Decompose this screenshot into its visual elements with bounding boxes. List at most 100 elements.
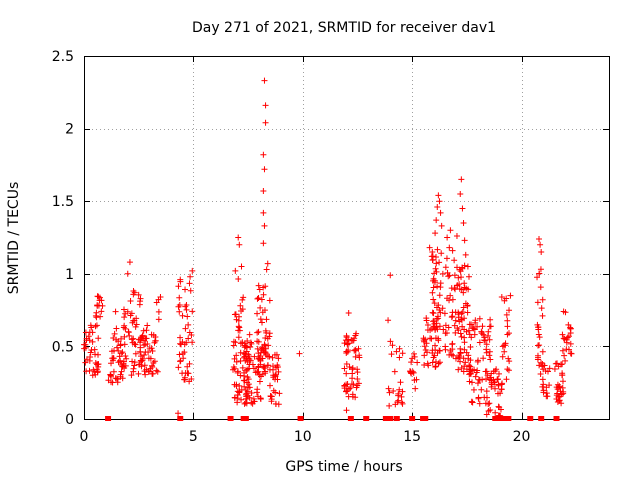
- data-point: [470, 386, 477, 393]
- data-point: [130, 335, 137, 342]
- data-point: [179, 312, 186, 319]
- data-point: [463, 285, 470, 292]
- data-point: [562, 357, 569, 364]
- data-point: [122, 352, 129, 359]
- data-point: [141, 362, 148, 369]
- data-point: [109, 355, 116, 362]
- data-point: [254, 329, 261, 336]
- data-point: [240, 354, 247, 361]
- data-point: [396, 354, 403, 361]
- data-point: [493, 366, 500, 373]
- data-point: [458, 310, 465, 317]
- y-tick-label: 1: [65, 267, 74, 283]
- data-point: [498, 386, 505, 393]
- data-point: [259, 319, 266, 326]
- data-point: [461, 346, 468, 353]
- data-point: [243, 367, 250, 374]
- data-point: [434, 313, 441, 320]
- data-point: [534, 274, 541, 281]
- data-point: [341, 365, 348, 372]
- data-point: [435, 192, 442, 199]
- data-point: [447, 347, 454, 354]
- data-point: [146, 345, 153, 352]
- data-point: [261, 166, 268, 173]
- data-point: [451, 272, 458, 279]
- data-point: [261, 77, 268, 84]
- data-point: [486, 336, 493, 343]
- data-point: [503, 376, 510, 383]
- data-point: [145, 355, 152, 362]
- data-point: [261, 222, 268, 229]
- data-point: [345, 310, 352, 317]
- data-point: [445, 324, 452, 331]
- data-point: [461, 262, 468, 269]
- data-point: [181, 341, 188, 348]
- data-point: [399, 350, 406, 357]
- data-point: [503, 295, 510, 302]
- data-point: [458, 316, 465, 323]
- data-point: [257, 316, 264, 323]
- data-point: [503, 311, 510, 318]
- data-point: [455, 274, 462, 281]
- data-point: [537, 371, 544, 378]
- data-point: [385, 317, 392, 324]
- data-point: [234, 369, 241, 376]
- data-point: [472, 317, 479, 324]
- data-point: [254, 386, 261, 393]
- data-point: [506, 358, 513, 365]
- data-point: [424, 360, 431, 367]
- data-point: [138, 363, 145, 370]
- data-point: [385, 385, 392, 392]
- chart-title: Day 271 of 2021, SRMTID for receiver dav…: [192, 20, 496, 36]
- data-point: [535, 324, 542, 331]
- data-point: [262, 348, 269, 355]
- data-point: [459, 205, 466, 212]
- data-point: [132, 350, 139, 357]
- data-point: [449, 340, 456, 347]
- data-point: [257, 395, 264, 402]
- data-point: [117, 373, 124, 380]
- data-point: [140, 327, 147, 334]
- data-point: [464, 309, 471, 316]
- data-point: [476, 376, 483, 383]
- data-point: [429, 359, 436, 366]
- data-point: [464, 263, 471, 270]
- data-point: [505, 355, 512, 362]
- data-point: [135, 291, 142, 298]
- data-point: [420, 337, 427, 344]
- y-tick-label: 2: [65, 122, 74, 138]
- data-point: [93, 361, 100, 368]
- data-point: [176, 351, 183, 358]
- data-points: [81, 77, 575, 421]
- zero-data-point: [387, 416, 394, 421]
- data-point: [461, 280, 468, 287]
- data-point: [151, 358, 158, 365]
- data-point: [352, 353, 359, 360]
- data-point: [505, 330, 512, 337]
- data-point: [82, 341, 89, 348]
- data-point: [260, 364, 267, 371]
- data-point: [540, 387, 547, 394]
- data-point: [97, 313, 104, 320]
- data-point: [98, 308, 105, 315]
- data-point: [185, 335, 192, 342]
- data-point: [454, 264, 461, 271]
- data-point: [567, 325, 574, 332]
- x-axis-label: GPS time / hours: [285, 459, 402, 475]
- data-point: [343, 361, 350, 368]
- data-point: [540, 366, 547, 373]
- y-axis-label: SRMTID / TECUs: [6, 182, 22, 295]
- data-point: [347, 384, 354, 391]
- data-point: [539, 348, 546, 355]
- data-point: [264, 260, 271, 267]
- data-point: [126, 332, 133, 339]
- data-point: [123, 355, 130, 362]
- data-point: [240, 294, 247, 301]
- data-point: [188, 332, 195, 339]
- data-point: [546, 365, 553, 372]
- data-point: [428, 253, 435, 260]
- data-point: [267, 382, 274, 389]
- data-point: [438, 222, 445, 229]
- data-point: [391, 368, 398, 375]
- data-point: [124, 308, 131, 315]
